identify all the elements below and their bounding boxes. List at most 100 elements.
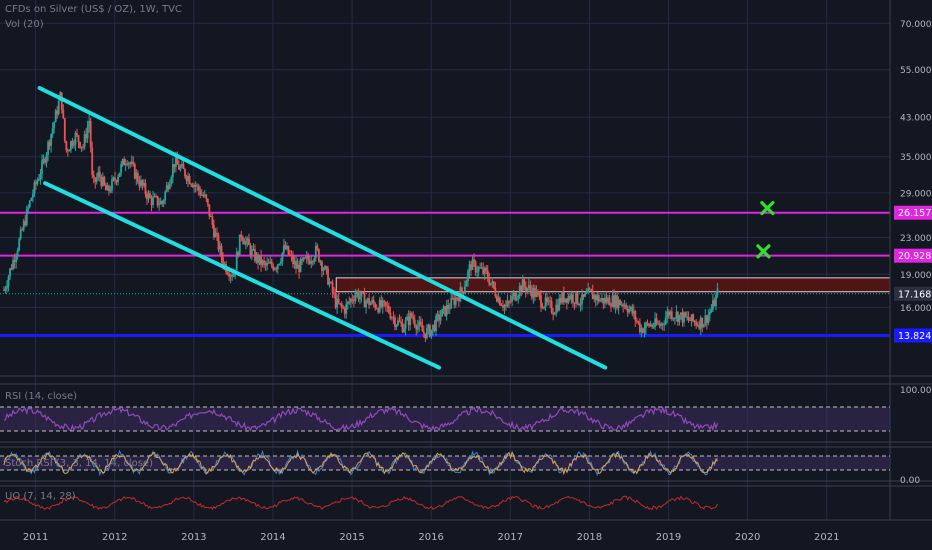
price-candle xyxy=(143,182,145,186)
price-candle xyxy=(412,316,415,320)
price-candle xyxy=(24,221,27,226)
price-label: 20.928 xyxy=(898,251,931,262)
price-candle xyxy=(651,324,653,327)
price-candle xyxy=(282,245,285,253)
price-candle xyxy=(267,262,270,264)
price-candle xyxy=(470,264,472,270)
price-candle xyxy=(625,304,628,310)
y-tick-label: 55.000 xyxy=(900,66,932,76)
price-candle xyxy=(543,306,545,309)
price-candle xyxy=(632,310,635,314)
price-candle xyxy=(608,297,611,306)
price-candle xyxy=(384,302,387,306)
price-candle xyxy=(394,317,396,327)
price-candle xyxy=(660,323,663,326)
price-label: 13.824 xyxy=(898,331,931,342)
price-candle xyxy=(261,260,264,266)
price-candle xyxy=(395,325,398,327)
price-candle xyxy=(139,180,142,187)
price-candle xyxy=(334,293,337,308)
price-candle xyxy=(369,303,372,306)
price-candle xyxy=(635,320,638,322)
price-candle xyxy=(626,309,629,313)
price-candle xyxy=(483,267,486,274)
price-candle xyxy=(629,306,632,309)
price-candle xyxy=(199,190,202,196)
price-candle xyxy=(252,249,255,251)
price-candle xyxy=(509,301,512,303)
price-candle xyxy=(681,312,684,323)
price-candle xyxy=(482,267,485,274)
grid xyxy=(0,0,890,520)
price-candle xyxy=(456,297,459,299)
price-candle xyxy=(281,252,284,262)
price-candle xyxy=(296,264,299,269)
price-candle xyxy=(693,320,696,322)
price-candle xyxy=(591,290,594,300)
price-candle xyxy=(161,201,164,204)
price-candle xyxy=(337,298,340,304)
price-candle xyxy=(368,298,370,306)
price-candle xyxy=(100,176,103,186)
price-candle xyxy=(637,321,640,323)
price-candle xyxy=(284,245,287,249)
price-candle xyxy=(579,303,582,306)
uo-label: UO (7, 14, 28) xyxy=(5,491,76,502)
price-candle xyxy=(76,133,78,136)
price-candle xyxy=(88,120,91,127)
x-tick-label: 2014 xyxy=(260,532,285,543)
price-candle xyxy=(38,178,40,181)
price-candle xyxy=(505,304,507,306)
price-candle xyxy=(669,311,672,316)
price-candle xyxy=(299,259,302,273)
price-candle xyxy=(588,288,591,290)
price-candle xyxy=(167,185,170,190)
stoch-rsi-label: Stoch RSI (3, 3, 14, 14, close) xyxy=(5,458,153,469)
resistance-zone xyxy=(335,277,891,293)
price-candle xyxy=(508,301,510,303)
price-candle xyxy=(695,321,698,326)
price-candle xyxy=(150,197,153,205)
price-candle xyxy=(645,322,647,329)
price-candle xyxy=(562,292,565,303)
price-candle xyxy=(173,164,176,168)
price-candle xyxy=(366,298,369,302)
price-candle xyxy=(445,304,448,316)
price-candle xyxy=(249,245,252,256)
price-candle xyxy=(698,324,701,329)
price-candle xyxy=(642,328,644,333)
price-candle xyxy=(631,306,634,314)
price-candle xyxy=(664,317,667,325)
price-candle xyxy=(670,311,673,319)
price-candle xyxy=(460,287,463,292)
price-candle xyxy=(158,204,161,206)
x-tick-label: 2017 xyxy=(498,532,523,543)
price-candle xyxy=(152,197,154,205)
price-candle xyxy=(600,298,603,300)
price-candle xyxy=(432,324,434,330)
price-candle xyxy=(471,259,474,270)
price-candle xyxy=(220,245,223,258)
price-candle xyxy=(415,325,418,330)
price-candle xyxy=(229,274,232,277)
price-candle xyxy=(564,298,567,303)
stoch-d-line xyxy=(3,451,718,476)
price-candle xyxy=(162,200,165,204)
price-candle xyxy=(494,287,497,297)
price-candle xyxy=(310,261,313,264)
price-candle xyxy=(404,320,407,329)
price-candle xyxy=(226,272,229,274)
price-candle xyxy=(42,158,45,161)
y-tick-label: 19.000 xyxy=(900,271,932,281)
price-candle xyxy=(193,184,196,188)
price-candle xyxy=(683,312,685,323)
x-tick-label: 2021 xyxy=(814,532,839,543)
price-candle xyxy=(307,256,310,261)
price-candle xyxy=(16,250,19,257)
price-candle xyxy=(314,245,317,259)
price-candle xyxy=(104,184,107,191)
price-candle xyxy=(500,305,503,307)
price-candle xyxy=(699,317,702,329)
price-candle xyxy=(286,246,288,249)
